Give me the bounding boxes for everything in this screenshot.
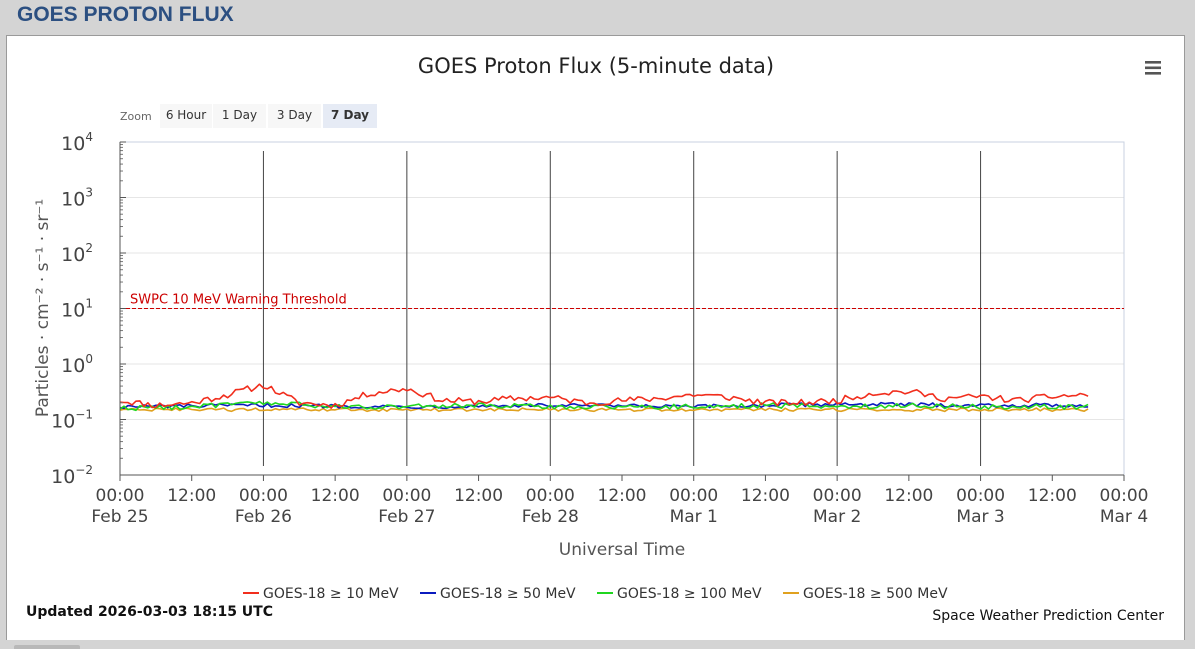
threshold-label: SWPC 10 MeV Warning Threshold (130, 293, 347, 308)
legend-item[interactable]: GOES-18 ≥ 500 MeV (783, 586, 948, 602)
x-tick-time-label: 00:00 (1100, 486, 1149, 506)
legend-label: GOES-18 ≥ 10 MeV (263, 586, 399, 602)
x-tick-date-label: Feb 25 (91, 507, 148, 527)
legend-item[interactable]: GOES-18 ≥ 50 MeV (420, 586, 576, 602)
zoom-button-6-hour[interactable]: 6 Hour (160, 104, 212, 128)
y-tick-label: 103 (61, 186, 93, 211)
x-tick-time-label: 12:00 (311, 486, 360, 506)
y-axis: 104 103 102 101 100 10−1 10−2 (51, 130, 126, 488)
zoom-button-label: 7 Day (331, 108, 369, 122)
x-tick-date-label: Mar 4 (1100, 507, 1148, 527)
x-tick-time-label: 12:00 (741, 486, 790, 506)
credit-text: Space Weather Prediction Center (932, 608, 1164, 624)
y-tick-label: 102 (61, 241, 93, 266)
zoom-label: Zoom (120, 110, 152, 123)
page-header: GOES PROTON FLUX (0, 0, 1195, 34)
x-axis-label: Universal Time (559, 540, 685, 560)
y-tick-label: 10−1 (51, 408, 93, 433)
page-title: GOES PROTON FLUX (17, 3, 234, 26)
y-tick-label: 10−2 (51, 463, 93, 488)
x-tick-date-label: Mar 1 (670, 507, 718, 527)
bottom-scroll-tab[interactable] (14, 645, 80, 649)
x-tick-date-label: Feb 28 (522, 507, 579, 527)
zoom-button-3-day[interactable]: 3 Day (268, 104, 321, 128)
y-axis-label: Particles · cm⁻² · s⁻¹ · sr⁻¹ (33, 199, 53, 417)
chart-panel (6, 35, 1185, 641)
zoom-button-7-day[interactable]: 7 Day (323, 104, 377, 128)
threshold-line: SWPC 10 MeV Warning Threshold (120, 293, 1124, 309)
chart-title: GOES Proton Flux (5-minute data) (418, 54, 774, 78)
zoom-button-1-day[interactable]: 1 Day (213, 104, 266, 128)
x-tick-time-label: 00:00 (239, 486, 288, 506)
bottom-strip (0, 640, 1195, 649)
x-tick-time-label: 12:00 (454, 486, 503, 506)
legend-label: GOES-18 ≥ 500 MeV (803, 586, 948, 602)
y-tick-label: 101 (61, 297, 93, 322)
legend-item[interactable]: GOES-18 ≥ 100 MeV (597, 586, 762, 602)
x-tick-date-label: Mar 3 (956, 507, 1004, 527)
x-tick-date-label: Mar 2 (813, 507, 861, 527)
x-tick-time-label: 00:00 (526, 486, 575, 506)
x-tick-time-label: 12:00 (167, 486, 216, 506)
updated-timestamp: Updated 2026-03-03 18:15 UTC (26, 604, 273, 620)
series-line (119, 407, 1089, 413)
x-tick-date-label: Feb 26 (235, 507, 292, 527)
zoom-button-label: 1 Day (222, 108, 257, 122)
legend-label: GOES-18 ≥ 100 MeV (617, 586, 762, 602)
x-tick-time-label: 00:00 (382, 486, 431, 506)
x-tick-time-label: 12:00 (598, 486, 647, 506)
x-tick-time-label: 12:00 (884, 486, 933, 506)
x-tick-time-label: 00:00 (813, 486, 862, 506)
legend-label: GOES-18 ≥ 50 MeV (440, 586, 576, 602)
zoom-button-label: 3 Day (277, 108, 312, 122)
x-tick-date-label: Feb 27 (378, 507, 435, 527)
series-line (119, 383, 1089, 409)
x-tick-time-label: 00:00 (956, 486, 1005, 506)
x-tick-time-label: 12:00 (1028, 486, 1077, 506)
zoom-buttons: 6 Hour 1 Day 3 Day 7 Day (160, 104, 377, 128)
legend-item[interactable]: GOES-18 ≥ 10 MeV (243, 586, 399, 602)
legend: GOES-18 ≥ 10 MeV GOES-18 ≥ 50 MeV GOES-18 … (243, 586, 948, 602)
y-tick-label: 100 (61, 352, 93, 377)
x-tick-time-label: 00:00 (669, 486, 718, 506)
x-tick-time-label: 00:00 (96, 486, 145, 506)
hamburger-menu-icon[interactable] (1145, 61, 1161, 75)
zoom-button-label: 6 Hour (166, 108, 206, 122)
data-series (119, 383, 1089, 413)
y-tick-label: 104 (61, 130, 93, 155)
